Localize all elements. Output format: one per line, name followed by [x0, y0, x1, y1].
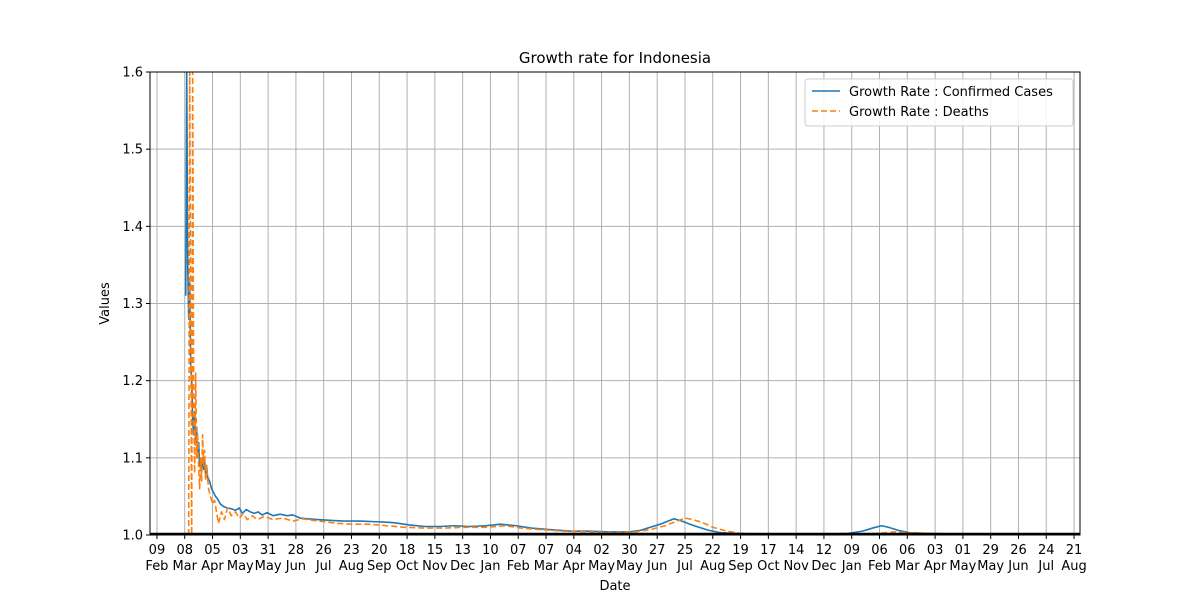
x-tick-month: Mar: [534, 559, 559, 574]
legend: Growth Rate : Confirmed Cases Growth Rat…: [804, 78, 1074, 127]
x-tick-month: Feb: [507, 559, 530, 574]
x-tick-day: 20: [371, 543, 388, 558]
x-tick-day: 07: [510, 543, 527, 558]
x-tick-month: Sep: [367, 559, 392, 574]
x-tick-month: Jan: [841, 559, 862, 574]
x-tick-day: 03: [927, 543, 944, 558]
x-tick-day: 30: [621, 543, 638, 558]
x-tick-day: 08: [176, 543, 193, 558]
y-tick-label: 1.4: [122, 220, 143, 235]
x-tick-day: 21: [1066, 543, 1083, 558]
grid-lines: [150, 71, 1080, 536]
x-tick-month: Oct: [757, 559, 779, 574]
x-tick-month: Jun: [1007, 559, 1028, 574]
x-tick-month: Dec: [811, 559, 836, 574]
x-tick-month: Apr: [201, 559, 224, 574]
x-tick-day: 25: [677, 543, 694, 558]
series-line-deaths: [187, 72, 1047, 535]
x-tick-month: May: [977, 559, 1004, 574]
x-tick-month: May: [588, 559, 615, 574]
x-tick-month: Jun: [285, 559, 306, 574]
x-tick-day: 06: [871, 543, 888, 558]
legend-box: [804, 78, 1074, 127]
y-tick-label: 1.6: [122, 66, 143, 81]
y-tick-label: 1.2: [122, 374, 143, 389]
x-tick-month: Nov: [783, 559, 809, 574]
x-axis-title: Date: [599, 579, 630, 594]
x-tick-month: Oct: [396, 559, 418, 574]
x-tick-month: Aug: [339, 559, 364, 574]
x-tick-day: 18: [399, 543, 416, 558]
x-tick-day: 13: [454, 543, 471, 558]
x-tick-month: Mar: [172, 559, 197, 574]
x-tick-month: Sep: [728, 559, 753, 574]
x-tick-day: 06: [899, 543, 916, 558]
x-tick-month: Jan: [479, 559, 500, 574]
x-tick-month: Apr: [563, 559, 586, 574]
x-tick-month: Nov: [422, 559, 448, 574]
x-tick-month: Feb: [868, 559, 891, 574]
x-tick-month: Jul: [315, 559, 332, 574]
y-tick-label: 1.0: [122, 529, 143, 544]
x-tick-day: 22: [704, 543, 721, 558]
x-tick-month: Jun: [646, 559, 667, 574]
x-tick-month: May: [616, 559, 643, 574]
x-tick-day: 17: [760, 543, 777, 558]
x-tick-month: Feb: [145, 559, 168, 574]
x-tick-day: 23: [343, 543, 360, 558]
x-tick-day: 07: [538, 543, 555, 558]
x-tick-day: 19: [732, 543, 749, 558]
x-tick-day: 03: [232, 543, 249, 558]
x-tick-month: Apr: [924, 559, 947, 574]
y-axis-title: Values: [98, 282, 113, 325]
x-tick-month: May: [227, 559, 254, 574]
x-tick-day: 27: [649, 543, 666, 558]
x-tick-day: 26: [1010, 543, 1027, 558]
y-tick-label: 1.5: [122, 143, 143, 158]
y-tick-label: 1.1: [122, 451, 143, 466]
x-tick-month: Jul: [1037, 559, 1054, 574]
x-tick-month: Jul: [676, 559, 693, 574]
x-tick-month: Dec: [450, 559, 475, 574]
y-axis-ticks: 1.0 1.1 1.2 1.3 1.4 1.5 1.6: [122, 66, 150, 544]
x-tick-day: 02: [593, 543, 610, 558]
x-tick-month: May: [949, 559, 976, 574]
x-tick-day: 15: [427, 543, 444, 558]
x-tick-day: 14: [788, 543, 805, 558]
legend-label-confirmed-cases: Growth Rate : Confirmed Cases: [849, 85, 1053, 100]
chart-title: Growth rate for Indonesia: [519, 49, 711, 67]
x-tick-day: 05: [204, 543, 221, 558]
x-tick-month: May: [255, 559, 282, 574]
x-tick-day: 31: [260, 543, 277, 558]
x-tick-month: Aug: [1061, 559, 1086, 574]
x-axis-ticks: 09Feb08Mar05Apr03May31May28Jun26Jul23Aug…: [145, 535, 1087, 574]
x-tick-day: 09: [843, 543, 860, 558]
y-tick-label: 1.3: [122, 297, 143, 312]
x-tick-day: 12: [816, 543, 833, 558]
x-tick-day: 26: [315, 543, 332, 558]
x-tick-day: 01: [955, 543, 972, 558]
x-tick-day: 29: [982, 543, 999, 558]
x-tick-day: 04: [566, 543, 583, 558]
x-tick-day: 09: [149, 543, 166, 558]
series-layer: [184, 72, 1047, 535]
x-tick-month: Mar: [895, 559, 920, 574]
x-tick-day: 28: [288, 543, 305, 558]
legend-label-deaths: Growth Rate : Deaths: [849, 105, 989, 120]
x-tick-day: 10: [482, 543, 499, 558]
x-tick-month: Aug: [700, 559, 725, 574]
x-tick-day: 24: [1038, 543, 1055, 558]
